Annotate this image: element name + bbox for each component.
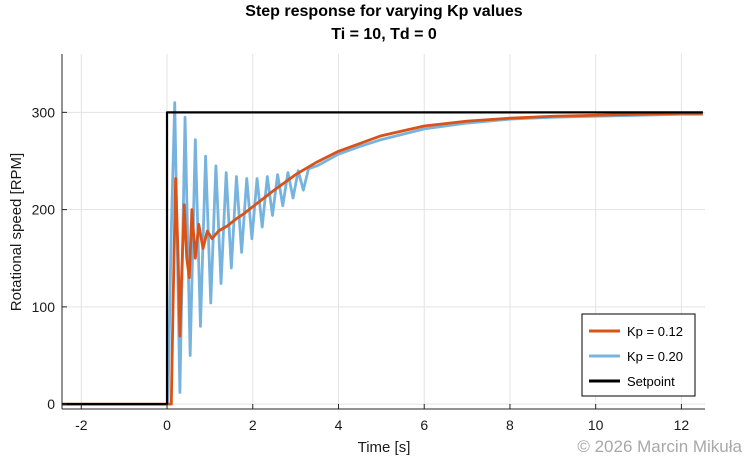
x-tick-label-3: 4 [335,417,343,433]
legend-label-2: Setpoint [627,374,675,389]
legend-label-0: Kp = 0.12 [627,324,683,339]
y-axis-label: Rotational speed [RPM] [8,153,25,311]
watermark: © 2026 Marcin Mikuła [577,437,742,456]
chart-subtitle: Ti = 10, Td = 0 [331,26,437,43]
x-tick-label-2: 2 [249,417,257,433]
y-tick-label-1: 100 [32,299,56,315]
x-tick-labels: -2 0 2 4 6 8 10 12 [75,417,689,433]
x-tick-label-5: 8 [506,417,514,433]
y-tick-label-0: 0 [47,396,55,412]
legend: Kp = 0.12 Kp = 0.20 Setpoint [581,313,696,397]
series-line-kp-0-20 [62,101,703,406]
x-tick-label-0: -2 [75,417,88,433]
x-tick-label-1: 0 [163,417,171,433]
series-line-kp-0-12 [62,111,703,406]
x-tick-label-6: 10 [588,417,604,433]
y-tick-label-3: 300 [32,104,56,120]
x-tick-label-4: 6 [420,417,428,433]
y-tick-labels: 0 100 200 300 [32,104,56,412]
chart-title: Step response for varying Kp values [245,3,523,20]
x-tick-label-7: 12 [674,417,690,433]
axes [61,54,705,410]
y-tick-label-2: 200 [32,202,56,218]
x-axis-label: Time [s] [358,439,411,456]
legend-label-1: Kp = 0.20 [627,349,683,364]
series-line-setpoint [62,111,703,406]
series-layer [62,101,703,406]
